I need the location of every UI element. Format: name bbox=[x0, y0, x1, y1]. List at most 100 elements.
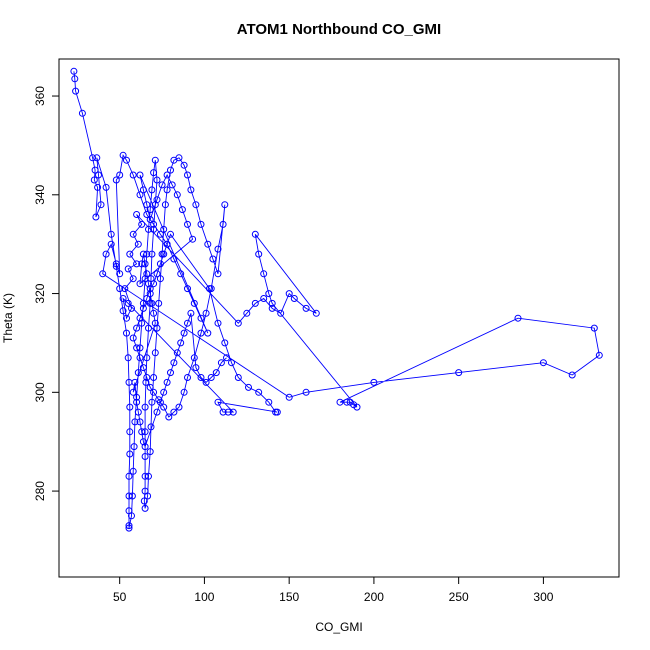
data-point bbox=[141, 428, 149, 436]
data-point bbox=[112, 262, 120, 270]
data-point bbox=[147, 423, 155, 431]
data-point bbox=[229, 408, 237, 416]
data-point bbox=[112, 260, 120, 268]
data-point bbox=[204, 329, 212, 337]
y-tick-label: 300 bbox=[33, 382, 47, 402]
data-point bbox=[156, 398, 164, 406]
chart-title: ATOM1 Northbound CO_GMI bbox=[237, 21, 441, 38]
data-point bbox=[72, 87, 80, 95]
data-point bbox=[204, 240, 212, 248]
data-point bbox=[133, 393, 141, 401]
data-point bbox=[161, 201, 169, 209]
data-point bbox=[143, 270, 151, 278]
data-point bbox=[260, 270, 268, 278]
data-point bbox=[160, 388, 168, 396]
data-point bbox=[184, 220, 191, 228]
data-point bbox=[128, 304, 135, 312]
data-point bbox=[139, 250, 147, 258]
data-point bbox=[139, 438, 147, 446]
data-point bbox=[175, 154, 183, 162]
data-point bbox=[129, 275, 137, 283]
data-point bbox=[97, 201, 105, 209]
data-point bbox=[285, 290, 293, 298]
data-point bbox=[142, 378, 150, 386]
data-point bbox=[133, 324, 141, 332]
data-point bbox=[90, 176, 98, 184]
data-point bbox=[136, 191, 144, 199]
data-point bbox=[153, 270, 161, 278]
data-point bbox=[156, 260, 164, 268]
x-tick-label: 200 bbox=[364, 590, 384, 604]
data-point bbox=[260, 295, 268, 302]
data-point bbox=[143, 295, 151, 302]
data-point bbox=[94, 183, 102, 191]
data-point bbox=[539, 359, 547, 367]
data-point bbox=[102, 250, 110, 258]
data-point bbox=[177, 270, 185, 278]
data-point bbox=[158, 181, 166, 189]
data-point bbox=[123, 329, 130, 337]
data-point bbox=[131, 378, 139, 386]
data-point bbox=[93, 154, 101, 162]
data-point bbox=[124, 354, 132, 362]
data-point bbox=[141, 403, 149, 411]
data-point bbox=[136, 418, 144, 426]
data-point bbox=[107, 240, 115, 248]
data-point bbox=[167, 230, 174, 238]
data-point bbox=[141, 443, 149, 451]
data-point bbox=[116, 171, 124, 179]
data-point bbox=[277, 309, 285, 317]
data-point bbox=[129, 171, 137, 179]
data-point bbox=[514, 314, 522, 322]
data-point bbox=[219, 408, 227, 416]
data-point bbox=[146, 216, 154, 223]
data-point bbox=[151, 156, 159, 164]
data-point bbox=[139, 364, 147, 372]
data-point bbox=[170, 408, 178, 416]
data-point bbox=[214, 245, 222, 253]
data-point bbox=[184, 319, 191, 327]
data-point bbox=[190, 354, 198, 362]
data-point bbox=[156, 275, 164, 283]
data-point bbox=[150, 374, 158, 381]
data-point bbox=[136, 354, 144, 362]
data-point bbox=[91, 166, 99, 174]
data-point bbox=[125, 522, 133, 530]
data-point bbox=[139, 304, 147, 312]
data-point bbox=[214, 319, 222, 327]
data-point bbox=[131, 418, 139, 426]
data-point bbox=[568, 371, 576, 379]
data-point bbox=[151, 349, 159, 357]
data-point bbox=[125, 472, 133, 480]
data-point bbox=[209, 255, 217, 263]
data-point bbox=[153, 408, 161, 416]
data-point bbox=[150, 169, 158, 177]
data-point bbox=[116, 285, 124, 293]
data-point bbox=[138, 220, 146, 228]
data-point bbox=[455, 369, 463, 377]
data-point bbox=[153, 324, 161, 332]
data-point bbox=[153, 176, 161, 184]
data-point bbox=[273, 408, 281, 416]
data-point bbox=[336, 398, 344, 406]
data-point bbox=[133, 211, 141, 218]
data-point bbox=[146, 285, 154, 293]
data-point bbox=[202, 378, 210, 386]
data-point bbox=[243, 309, 251, 317]
data-point bbox=[144, 492, 152, 500]
data-point bbox=[141, 260, 149, 268]
data-point bbox=[156, 230, 164, 238]
x-tick-label: 50 bbox=[113, 590, 127, 604]
data-point bbox=[126, 403, 134, 411]
data-point bbox=[148, 398, 156, 406]
x-tick-label: 100 bbox=[194, 590, 214, 604]
data-point bbox=[346, 398, 354, 406]
data-point bbox=[150, 388, 158, 396]
data-point bbox=[265, 290, 273, 298]
data-point bbox=[167, 369, 174, 377]
data-point bbox=[119, 307, 127, 315]
data-point bbox=[590, 324, 598, 332]
data-point bbox=[595, 351, 603, 359]
data-point bbox=[302, 304, 310, 312]
